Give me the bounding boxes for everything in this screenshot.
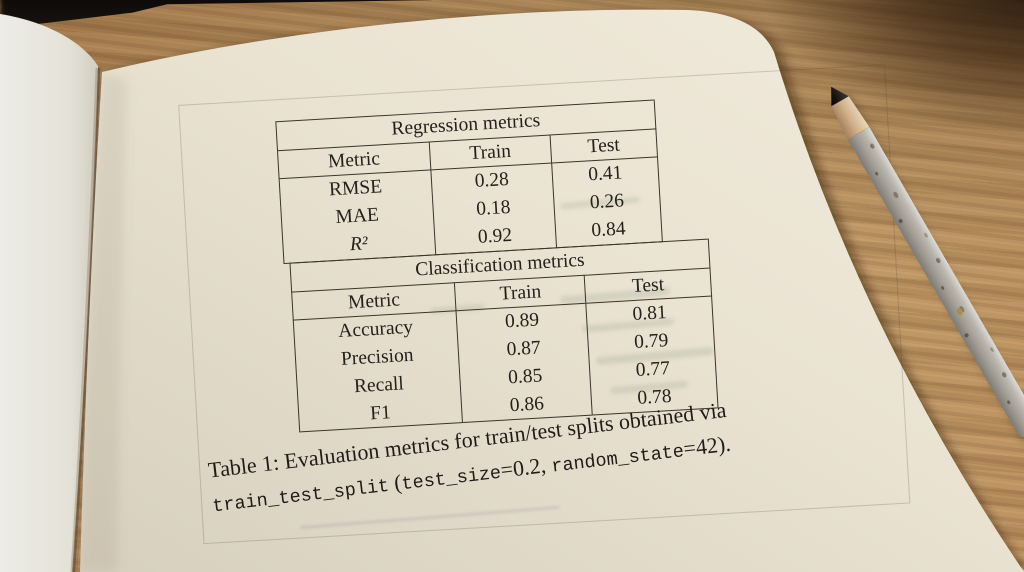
- left-page: [0, 14, 98, 572]
- caption-text: =42).: [682, 430, 732, 462]
- main-page: [80, 9, 1024, 572]
- caption-text: =0.2,: [499, 451, 553, 483]
- spine-gap-line: [72, 67, 101, 572]
- page-curvature-shade: [80, 72, 128, 572]
- regression-metrics-table: Regression metrics Metric Train Test RMS…: [275, 99, 663, 264]
